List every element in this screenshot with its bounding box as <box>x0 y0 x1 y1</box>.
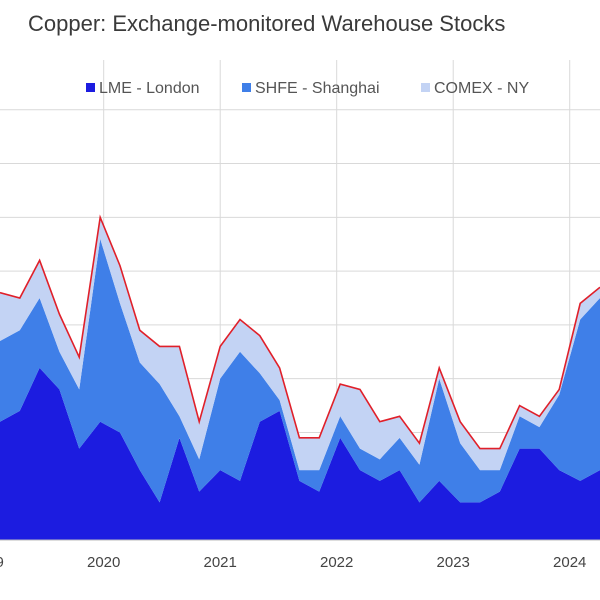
area <box>0 217 600 471</box>
legend-swatch <box>242 83 251 92</box>
area <box>0 238 600 503</box>
area <box>0 367 600 540</box>
x-tick-label: 2020 <box>87 554 120 571</box>
total-line <box>0 214 600 450</box>
legend-label: LME - London <box>99 80 200 97</box>
legend-label: SHFE - Shanghai <box>255 80 380 97</box>
legend-swatch <box>86 83 95 92</box>
plot-area <box>0 214 600 540</box>
legend-swatch <box>421 83 430 92</box>
x-axis: 2019 2020 2021 2022 2023 2024 <box>0 539 600 571</box>
x-tick-label: 2019 <box>0 554 4 571</box>
x-tick-label: 2021 <box>204 554 237 571</box>
legend: LME - London SHFE - Shanghai COMEX - NY <box>86 80 529 97</box>
x-tick-label: 2022 <box>320 554 353 571</box>
x-tick-label: 2024 <box>553 554 586 571</box>
legend-label: COMEX - NY <box>434 80 529 97</box>
chart-title: Copper: Exchange-monitored Warehouse Sto… <box>28 11 505 36</box>
x-tick-label: 2023 <box>437 554 470 571</box>
